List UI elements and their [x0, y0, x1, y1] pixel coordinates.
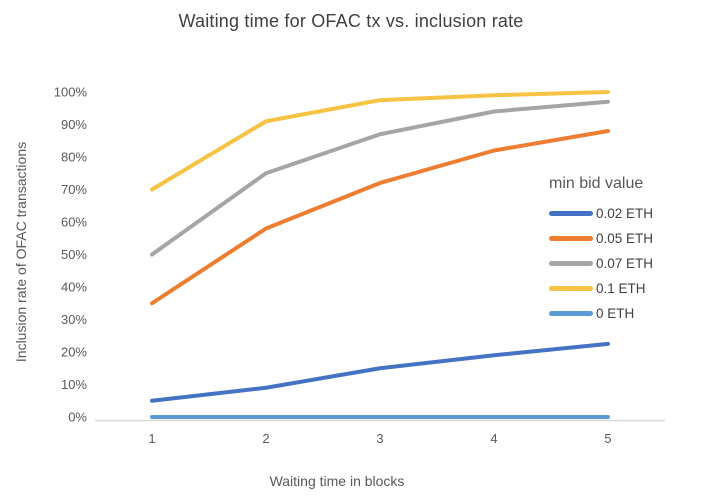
- legend-swatch-0-02-eth: [549, 211, 593, 216]
- y-axis-title: Inclusion rate of OFAC transactions: [13, 141, 29, 363]
- chart-title: Waiting time for OFAC tx vs. inclusion r…: [178, 11, 524, 31]
- y-tick-label: 100%: [54, 85, 88, 100]
- legend-item: 0.02 ETH: [549, 201, 653, 226]
- y-tick-label: 50%: [61, 247, 87, 262]
- legend-title: min bid value: [549, 175, 644, 192]
- legend-item-label: 0 ETH: [596, 306, 635, 321]
- legend-item: 0 ETH: [549, 301, 653, 326]
- y-tick-label: 40%: [61, 280, 87, 295]
- legend-swatch-0-eth: [549, 311, 593, 316]
- y-tick-label: 90%: [61, 117, 87, 132]
- x-axis-title: Waiting time in blocks: [269, 473, 405, 489]
- x-tick-label: 2: [262, 431, 269, 446]
- legend-item: 0.07 ETH: [549, 251, 653, 276]
- x-tick-label: 4: [490, 431, 497, 446]
- y-tick-label: 80%: [61, 150, 87, 165]
- legend-item: 0.05 ETH: [549, 226, 653, 251]
- legend-swatch-0-05-eth: [549, 236, 593, 241]
- x-tick-label: 5: [604, 431, 611, 446]
- y-tick-label: 70%: [61, 182, 87, 197]
- legend-item-label: 0.02 ETH: [596, 206, 654, 221]
- legend-item-label: 0.1 ETH: [596, 281, 646, 296]
- series-line-0-07-eth: [150, 99, 610, 257]
- y-tick-label: 10%: [61, 377, 87, 392]
- legend-swatch-0-1-eth: [549, 286, 593, 291]
- legend-item-label: 0.07 ETH: [596, 256, 654, 271]
- legend-item-label: 0.05 ETH: [596, 231, 654, 246]
- series-line-0-05-eth: [150, 129, 610, 306]
- x-tick-label: 3: [376, 431, 383, 446]
- x-tick-label: 1: [148, 431, 155, 446]
- y-tick-label: 20%: [61, 345, 87, 360]
- y-tick-label: 30%: [61, 312, 87, 327]
- legend: min bid value 0.02 ETH 0.05 ETH 0.07 ETH…: [549, 174, 653, 326]
- legend-item: 0.1 ETH: [549, 276, 653, 301]
- y-tick-label: 0%: [68, 410, 87, 425]
- series-line-0-02-eth: [150, 341, 610, 403]
- legend-swatch-0-07-eth: [549, 261, 593, 266]
- series-line-0-1-eth: [150, 90, 610, 192]
- y-tick-label: 60%: [61, 215, 87, 230]
